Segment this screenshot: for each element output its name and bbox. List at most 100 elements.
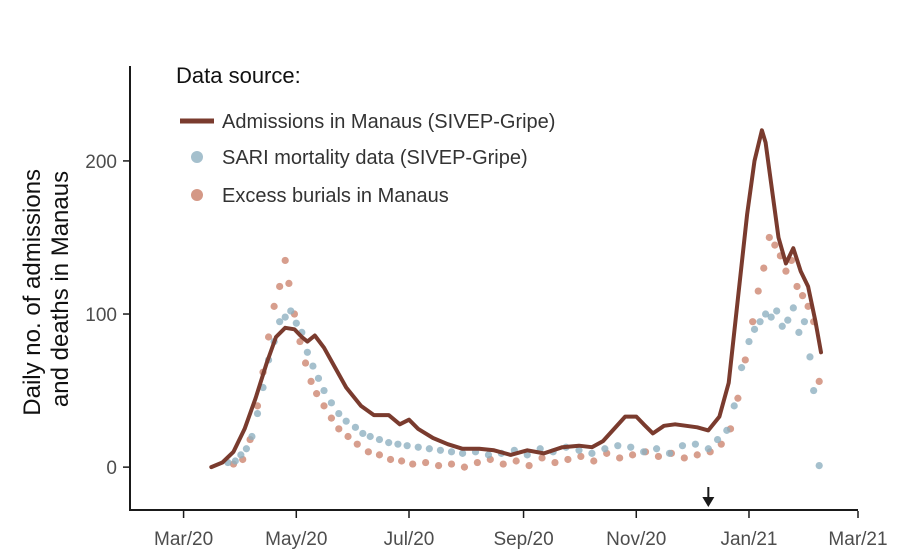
sari-point bbox=[248, 432, 256, 441]
x-axis-ticks: Mar/20 May/20 Jul/20 Sep/20 Nov/20 Jan/21 Mar/… bbox=[154, 511, 888, 550]
sari-point bbox=[523, 451, 531, 459]
sari-point bbox=[627, 443, 635, 451]
burials-point bbox=[270, 302, 278, 310]
burials-point bbox=[512, 457, 520, 465]
sari-point bbox=[723, 426, 731, 434]
sari-point bbox=[778, 322, 786, 330]
sari-point bbox=[640, 448, 648, 456]
burials-point bbox=[409, 460, 417, 468]
sari-point bbox=[242, 445, 251, 453]
legend-label-burials: Excess burials in Manaus bbox=[222, 185, 449, 207]
burials-point bbox=[296, 337, 304, 346]
sari-point bbox=[394, 440, 402, 448]
y-tick-label: 200 bbox=[85, 152, 117, 173]
burials-point bbox=[375, 451, 384, 459]
sari-point bbox=[704, 445, 712, 453]
sari-point bbox=[730, 402, 738, 410]
sari-point bbox=[414, 443, 422, 451]
burials-point bbox=[577, 452, 585, 461]
sari-point bbox=[784, 316, 792, 324]
sari-point bbox=[231, 457, 239, 465]
sari-point bbox=[237, 451, 245, 459]
burials-point bbox=[313, 390, 321, 398]
sari-point bbox=[292, 319, 300, 327]
sari-point bbox=[253, 409, 262, 418]
arrow-icon bbox=[702, 497, 715, 507]
burials-point bbox=[765, 233, 773, 242]
burials-point bbox=[793, 282, 801, 291]
y-tick-label: 100 bbox=[85, 305, 117, 326]
burials-point bbox=[815, 377, 823, 385]
sari-point bbox=[366, 432, 374, 441]
x-tick-label: Mar/20 bbox=[154, 529, 213, 550]
sari-point bbox=[303, 348, 311, 356]
burials-point bbox=[798, 292, 807, 300]
sari-point bbox=[678, 442, 687, 450]
burials-point bbox=[364, 448, 372, 456]
sari-point bbox=[767, 313, 775, 321]
sari-series bbox=[224, 304, 823, 470]
sari-point bbox=[665, 449, 674, 457]
admissions-series bbox=[209, 128, 823, 470]
x-tick-label: Mar/21 bbox=[828, 529, 887, 550]
burials-point bbox=[285, 279, 293, 288]
burials-point bbox=[335, 425, 343, 433]
y-tick-label: 0 bbox=[106, 458, 117, 479]
sari-point bbox=[335, 409, 343, 418]
burials-point bbox=[771, 241, 779, 249]
sari-point bbox=[652, 445, 661, 453]
sari-point bbox=[614, 442, 622, 450]
y-axis-label-line-2: and deaths in Manaus bbox=[47, 171, 74, 407]
x-tick-label: Jan/21 bbox=[720, 529, 777, 550]
sari-point bbox=[575, 446, 583, 454]
burials-point bbox=[782, 267, 790, 275]
sari-point bbox=[436, 446, 445, 454]
sari-point bbox=[447, 448, 456, 456]
sari-point bbox=[795, 328, 803, 336]
sari-point bbox=[276, 318, 284, 326]
sari-point bbox=[745, 337, 753, 346]
annotation bbox=[702, 487, 715, 507]
sari-point bbox=[484, 451, 493, 459]
burials-point bbox=[434, 462, 443, 470]
sari-point bbox=[762, 310, 770, 318]
sari-point bbox=[588, 449, 596, 457]
burials-point bbox=[538, 454, 546, 462]
sari-point bbox=[327, 399, 336, 407]
burials-point bbox=[386, 455, 395, 464]
sari-point bbox=[773, 307, 781, 315]
legend: Data source: Admissions in Manaus (SIVEP… bbox=[176, 63, 555, 207]
plot-area bbox=[209, 128, 823, 471]
burials-point bbox=[693, 451, 701, 459]
burials-point bbox=[616, 454, 624, 462]
burials-point bbox=[473, 458, 481, 467]
sari-point bbox=[287, 307, 295, 315]
sari-point bbox=[375, 435, 384, 444]
legend-swatch-burials bbox=[191, 189, 203, 201]
sari-point bbox=[691, 440, 700, 448]
legend-label-sari: SARI mortality data (SIVEP-Gripe) bbox=[222, 147, 528, 169]
burials-point bbox=[460, 463, 469, 471]
burials-point bbox=[551, 458, 559, 467]
x-tick-label: Nov/20 bbox=[606, 529, 666, 550]
legend-swatch-sari bbox=[191, 151, 203, 163]
sari-point bbox=[810, 386, 818, 395]
sari-point bbox=[750, 325, 759, 333]
legend-title: Data source: bbox=[176, 63, 301, 88]
burials-point bbox=[734, 394, 742, 402]
y-axis-ticks: 0 100 200 bbox=[85, 152, 130, 479]
burials-point bbox=[253, 402, 262, 410]
burials-point bbox=[564, 455, 572, 464]
burials-point bbox=[654, 452, 663, 461]
y-axis-label: Daily no. of admissions and deaths in Ma… bbox=[19, 162, 74, 415]
sari-point bbox=[425, 445, 433, 453]
x-tick-label: May/20 bbox=[265, 529, 327, 550]
sari-point bbox=[385, 439, 393, 447]
burials-point bbox=[344, 432, 352, 441]
admissions-line bbox=[209, 128, 823, 470]
legend-label-admissions: Admissions in Manaus (SIVEP-Gripe) bbox=[222, 111, 555, 133]
sari-point bbox=[806, 353, 814, 361]
sari-point bbox=[713, 435, 722, 444]
burials-point bbox=[320, 402, 328, 410]
